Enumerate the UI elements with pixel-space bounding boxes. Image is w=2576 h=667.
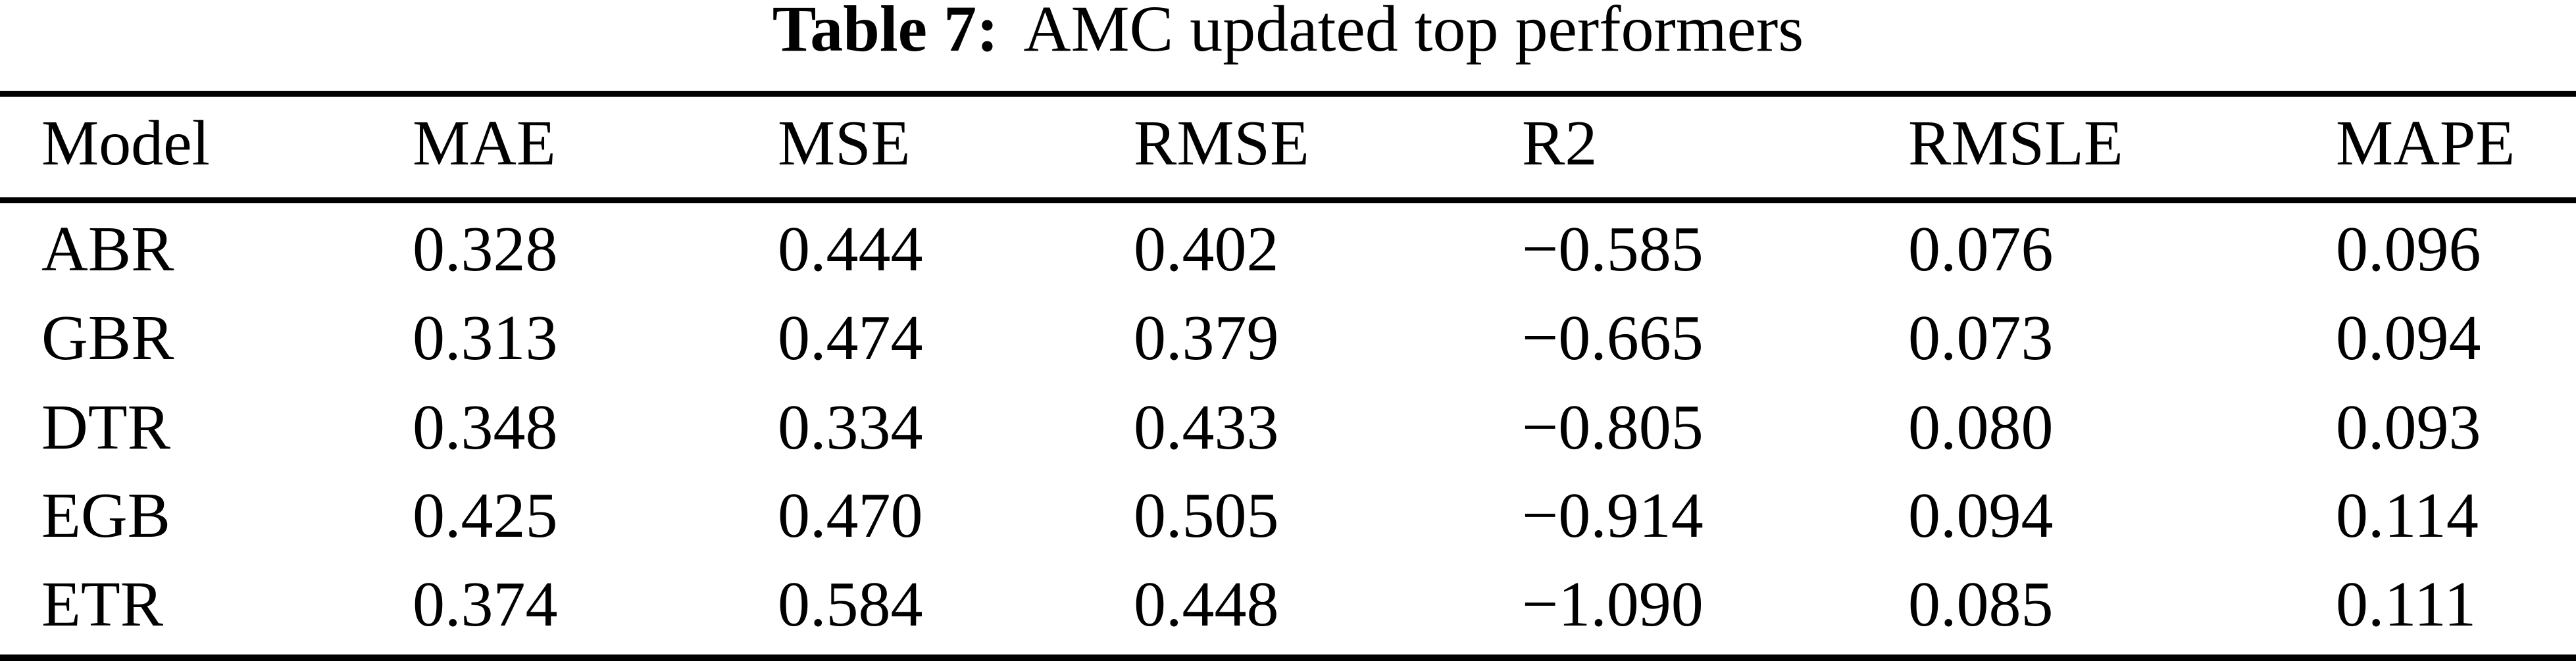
- cell-rmse: 0.448: [1134, 569, 1279, 640]
- cell-model: DTR: [41, 392, 170, 463]
- column-header-rmse: RMSE: [1134, 108, 1309, 179]
- cell-mape: 0.114: [2336, 480, 2479, 551]
- column-header-mse: MSE: [778, 108, 911, 179]
- cell-mse: 0.444: [778, 214, 923, 285]
- cell-rmsle: 0.073: [1908, 303, 2054, 374]
- cell-mse: 0.470: [778, 480, 923, 551]
- table-rule-top: [0, 91, 2576, 97]
- table-header-row: Model MAE MSE RMSE R2 RMSLE MAPE: [0, 107, 2576, 180]
- cell-rmse: 0.505: [1134, 480, 1279, 551]
- cell-mape: 0.111: [2336, 569, 2477, 640]
- cell-r2: −1.090: [1522, 569, 1704, 640]
- cell-model: ABR: [41, 214, 174, 285]
- cell-mse: 0.474: [778, 303, 923, 374]
- column-header-rmsle: RMSLE: [1908, 108, 2123, 179]
- column-header-mae: MAE: [413, 108, 556, 179]
- cell-rmse: 0.433: [1134, 392, 1279, 463]
- cell-r2: −0.914: [1522, 480, 1704, 551]
- cell-rmse: 0.379: [1134, 303, 1279, 374]
- cell-mse: 0.584: [778, 569, 923, 640]
- cell-mse: 0.334: [778, 392, 923, 463]
- cell-rmsle: 0.085: [1908, 569, 2054, 640]
- column-header-model: Model: [41, 108, 210, 179]
- cell-r2: −0.665: [1522, 303, 1704, 374]
- cell-mape: 0.096: [2336, 214, 2481, 285]
- cell-model: ETR: [41, 569, 164, 640]
- table-caption-text: AMC updated top performers: [1023, 0, 1804, 65]
- table-row: ETR 0.374 0.584 0.448 −1.090 0.085 0.111: [0, 568, 2576, 641]
- cell-mae: 0.348: [413, 392, 558, 463]
- cell-model: EGB: [41, 480, 170, 551]
- cell-mae: 0.425: [413, 480, 558, 551]
- cell-mape: 0.093: [2336, 392, 2481, 463]
- table-rule-header-separator: [0, 197, 2576, 203]
- cell-rmsle: 0.076: [1908, 214, 2054, 285]
- column-header-mape: MAPE: [2336, 108, 2515, 179]
- cell-rmsle: 0.080: [1908, 392, 2054, 463]
- cell-r2: −0.585: [1522, 214, 1704, 285]
- table-row: ABR 0.328 0.444 0.402 −0.585 0.076 0.096: [0, 212, 2576, 286]
- cell-r2: −0.805: [1522, 392, 1704, 463]
- cell-model: GBR: [41, 303, 174, 374]
- cell-mae: 0.374: [413, 569, 558, 640]
- cell-rmsle: 0.094: [1908, 480, 2054, 551]
- cell-mape: 0.094: [2336, 303, 2481, 374]
- cell-mae: 0.328: [413, 214, 558, 285]
- table-row: GBR 0.313 0.474 0.379 −0.665 0.073 0.094: [0, 301, 2576, 375]
- table-caption: Table 7: AMC updated top performers: [0, 0, 2576, 65]
- table-row: EGB 0.425 0.470 0.505 −0.914 0.094 0.114: [0, 479, 2576, 553]
- table-caption-label: Table 7:: [772, 0, 999, 65]
- column-header-r2: R2: [1522, 108, 1598, 179]
- cell-mae: 0.313: [413, 303, 558, 374]
- table-row: DTR 0.348 0.334 0.433 −0.805 0.080 0.093: [0, 391, 2576, 464]
- table-rule-bottom: [0, 655, 2576, 661]
- cell-rmse: 0.402: [1134, 214, 1279, 285]
